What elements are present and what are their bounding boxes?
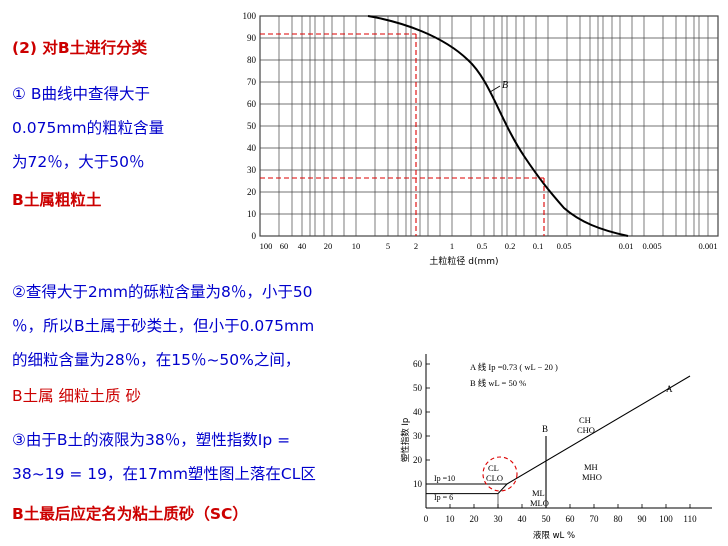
x-tick: 0.2 [505,241,516,251]
x-tick: 10 [352,241,361,251]
y-axis-label: 塑性指数 Ip [400,418,411,463]
x-tick: 5 [386,241,390,251]
x-tick: 40 [298,241,307,251]
legend-a-line: A 线 Ip =0.73 ( wL − 20 ) [470,362,558,372]
legend-b-line: B 线 wL = 50 % [470,378,526,388]
y-tick: 50 [247,121,257,131]
ip10-label: Ip =10 [434,474,455,483]
y-tick: 20 [413,455,423,465]
x-tick: 110 [683,514,697,524]
y-tick: 30 [413,431,423,441]
step1-conclusion: B土属粗粒土 [12,191,102,209]
step2-line2: ％，所以B土属于砂类土，但小于0.075mm [12,317,315,335]
x-tick: 100 [659,514,673,524]
y-tick: 60 [413,359,423,369]
x-tick: 70 [590,514,600,524]
a-line [506,375,691,485]
step2-conclusion: B土属 细粒土质 砂 [12,387,141,405]
step1-line3: 为72％，大于50％ [12,153,145,171]
step1-line1: ① B曲线中查得大于 [12,85,150,103]
x-tick: 50 [542,514,552,524]
y-tick: 70 [247,77,257,87]
x-tick: 10 [446,514,456,524]
y-tick: 100 [243,11,257,21]
y-tick: 0 [252,231,257,241]
step2-line1: ②查得大于2mm的砾粒含量为8％，小于50 [12,283,313,301]
section-title: (2) 对B土进行分类 [12,39,148,57]
curve-label-b: B [502,80,508,91]
x-tick: 0.001 [698,241,717,251]
zone-mh: MH [584,462,598,472]
step1-line2: 0.075mm的粗粒含量 [12,119,165,137]
x-tick: 0 [424,514,429,524]
zone-cho: CHO [577,425,595,435]
y-tick: 40 [413,407,423,417]
x-tick: 0.01 [619,241,634,251]
x-tick: 0.1 [533,241,544,251]
x-tick: 1 [450,241,454,251]
x-tick: 60 [566,514,576,524]
x-tick: 100 [260,241,273,251]
cl-highlight-circle [482,456,518,492]
zone-cl: CL [488,463,499,473]
final-conclusion: B土最后应定名为粘土质砂（SC） [12,505,248,523]
zone-ml: ML [532,488,545,498]
x-tick: 0.05 [557,241,572,251]
x-axis-label: 液限 wL % [533,530,575,541]
zone-mlo: MLO [530,498,549,508]
grading-curve-chart: B 100 90 80 70 60 50 40 30 20 10 0 100 6… [243,11,719,267]
y-tick: 10 [413,479,423,489]
x-tick: 0.5 [477,241,488,251]
y-tick: 30 [247,165,257,175]
x-tick: 90 [638,514,648,524]
ip6-label: Ip = 6 [434,493,453,502]
x-tick: 2 [414,241,418,251]
y-tick: 90 [247,33,257,43]
y-tick: 80 [247,55,257,65]
y-tick: 60 [247,99,257,109]
step3-line2: 38~19 = 19，在17mm塑性图上落在CL区 [12,465,316,483]
x-tick: 60 [280,241,289,251]
x-tick: 80 [614,514,624,524]
x-tick: 30 [494,514,504,524]
x-axis-label: 土粒粒径 d(mm) [429,255,498,267]
zone-mho: MHO [582,472,602,482]
x-tick: 20 [470,514,480,524]
plasticity-chart: 10 20 30 40 50 60 0 10 20 30 40 50 60 70… [400,354,712,541]
y-tick: 20 [247,187,257,197]
y-tick: 10 [247,209,257,219]
b-line-label: B [542,424,548,434]
step2-line3: 的细粒含量为28％，在15％~50%之间， [12,351,301,369]
y-tick: 50 [413,383,423,393]
x-tick: 0.005 [642,241,661,251]
y-tick: 40 [247,143,257,153]
zone-clo: CLO [486,473,503,483]
a-line-label: A [666,384,673,394]
grading-curve-b [367,15,629,237]
step3-line1: ③由于B土的液限为38％，塑性指数Ip = [12,431,291,449]
x-tick: 20 [324,241,333,251]
x-tick: 40 [518,514,528,524]
zone-ch: CH [579,415,591,425]
